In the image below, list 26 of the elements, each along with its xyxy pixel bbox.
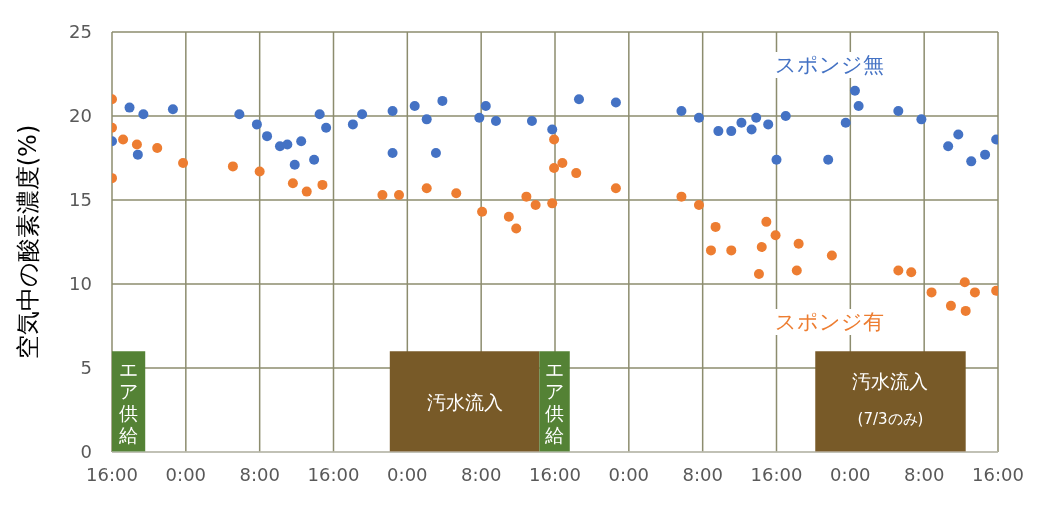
y-axis-title: 空気中の酸素濃度(%): [13, 124, 42, 360]
y-tick-label: 15: [69, 189, 92, 211]
x-tick-label: 8:00: [239, 463, 280, 485]
x-tick-label: 8:00: [460, 463, 502, 485]
y-tick-label: 20: [69, 105, 92, 127]
x-tick-label: 0:00: [387, 463, 428, 485]
y-tick-label: 5: [80, 357, 92, 379]
x-tick-label: 0:00: [830, 463, 871, 485]
x-tick-label: 0:00: [608, 463, 650, 485]
series-label: スポンジ有: [772, 309, 888, 336]
x-tick-label: 16:00: [750, 463, 803, 485]
band-label: エア供給: [118, 357, 139, 446]
series-label: スポンジ無: [772, 52, 888, 78]
x-tick-label: 16:00: [529, 463, 581, 485]
x-tick-label: 0:00: [165, 463, 207, 485]
band-label: 汚水流入: [426, 390, 503, 413]
x-tick-label: 8:00: [903, 463, 945, 485]
band-label: 汚水流入 (7/3のみ): [852, 370, 929, 429]
band-label: エア供給: [544, 357, 565, 446]
x-tick-label: 8:00: [682, 463, 723, 485]
y-tick-label: 25: [69, 21, 92, 43]
x-tick-label: 16:00: [972, 463, 1024, 485]
y-tick-label: 0: [80, 441, 92, 463]
x-tick-label: 16:00: [86, 463, 138, 485]
x-tick-label: 16:00: [307, 463, 360, 485]
y-tick-label: 10: [69, 273, 92, 295]
